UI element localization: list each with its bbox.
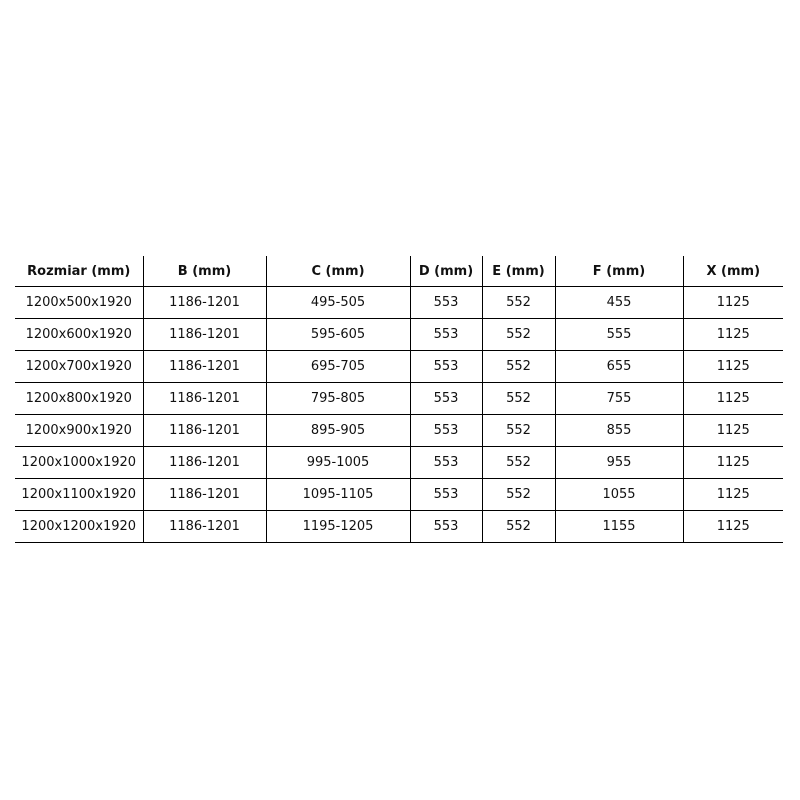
table-cell: 1186-1201 <box>142 446 266 479</box>
column-header: Rozmiar (mm) <box>15 256 143 287</box>
table-cell: 955 <box>554 446 683 479</box>
column-header: X (mm) <box>682 256 783 287</box>
table-cell: 553 <box>409 414 482 447</box>
column-header: F (mm) <box>554 256 683 287</box>
table-cell: 1195-1205 <box>265 510 410 543</box>
table-cell: 552 <box>481 382 555 415</box>
table-cell: 553 <box>409 478 482 511</box>
table-cell: 795-805 <box>265 382 410 415</box>
table-row: 1200x900x1920 1186-1201 895-905 553 552 855 11… <box>15 414 783 447</box>
table-cell: 1200x500x1920 <box>15 286 143 319</box>
table-cell: 595-605 <box>265 318 410 351</box>
table-cell: 555 <box>554 318 683 351</box>
table-cell: 553 <box>409 510 482 543</box>
table-cell: 552 <box>481 414 555 447</box>
table-cell: 1200x1100x1920 <box>15 478 143 511</box>
table-cell: 553 <box>409 318 482 351</box>
table-cell: 855 <box>554 414 683 447</box>
table-cell: 495-505 <box>265 286 410 319</box>
table-cell: 553 <box>409 446 482 479</box>
column-header: E (mm) <box>481 256 555 287</box>
table-cell: 1200x800x1920 <box>15 382 143 415</box>
table-cell: 552 <box>481 318 555 351</box>
table-cell: 1125 <box>682 286 783 319</box>
table-cell: 1125 <box>682 478 783 511</box>
dimensions-table: Rozmiar (mm) B (mm) C (mm) D (mm) E (mm) F (m… <box>15 256 783 543</box>
table-cell: 553 <box>409 350 482 383</box>
table-row: 1200x1200x1920 1186-1201 1195-1205 553 552 11… <box>15 510 783 543</box>
table-cell: 1186-1201 <box>142 286 266 319</box>
table-cell: 1186-1201 <box>142 510 266 543</box>
table-row: 1200x1100x1920 1186-1201 1095-1105 553 552 10… <box>15 478 783 511</box>
table-row: 1200x800x1920 1186-1201 795-805 553 552 755 11… <box>15 382 783 415</box>
table-cell: 1125 <box>682 446 783 479</box>
table-cell: 755 <box>554 382 683 415</box>
table-cell: 895-905 <box>265 414 410 447</box>
table-row: 1200x600x1920 1186-1201 595-605 553 552 555 11… <box>15 318 783 351</box>
column-header: B (mm) <box>142 256 266 287</box>
table-cell: 1186-1201 <box>142 478 266 511</box>
table-cell: 552 <box>481 510 555 543</box>
table-cell: 552 <box>481 446 555 479</box>
table-cell: 1186-1201 <box>142 414 266 447</box>
table-cell: 655 <box>554 350 683 383</box>
table-cell: 1186-1201 <box>142 318 266 351</box>
table-cell: 1125 <box>682 350 783 383</box>
table-cell: 553 <box>409 286 482 319</box>
table-cell: 552 <box>481 478 555 511</box>
table-cell: 695-705 <box>265 350 410 383</box>
table-cell: 1200x600x1920 <box>15 318 143 351</box>
header-row: Rozmiar (mm) B (mm) C (mm) D (mm) E (mm) F (m… <box>15 256 783 287</box>
table-cell: 1125 <box>682 318 783 351</box>
table-row: 1200x700x1920 1186-1201 695-705 553 552 655 11… <box>15 350 783 383</box>
table-cell: 455 <box>554 286 683 319</box>
table-cell: 1125 <box>682 414 783 447</box>
table-cell: 1200x900x1920 <box>15 414 143 447</box>
table-cell: 1055 <box>554 478 683 511</box>
column-header: C (mm) <box>265 256 410 287</box>
table-cell: 1200x1000x1920 <box>15 446 143 479</box>
table-cell: 1125 <box>682 382 783 415</box>
table-cell: 1155 <box>554 510 683 543</box>
table-cell: 1186-1201 <box>142 350 266 383</box>
table-cell: 1125 <box>682 510 783 543</box>
table-cell: 552 <box>481 350 555 383</box>
table-cell: 1095-1105 <box>265 478 410 511</box>
table-row: 1200x1000x1920 1186-1201 995-1005 553 552 955… <box>15 446 783 479</box>
table-cell: 995-1005 <box>265 446 410 479</box>
table-cell: 552 <box>481 286 555 319</box>
column-header: D (mm) <box>409 256 482 287</box>
table-cell: 553 <box>409 382 482 415</box>
table-cell: 1200x1200x1920 <box>15 510 143 543</box>
table-cell: 1200x700x1920 <box>15 350 143 383</box>
table-cell: 1186-1201 <box>142 382 266 415</box>
table-row: 1200x500x1920 1186-1201 495-505 553 552 455 11… <box>15 286 783 319</box>
